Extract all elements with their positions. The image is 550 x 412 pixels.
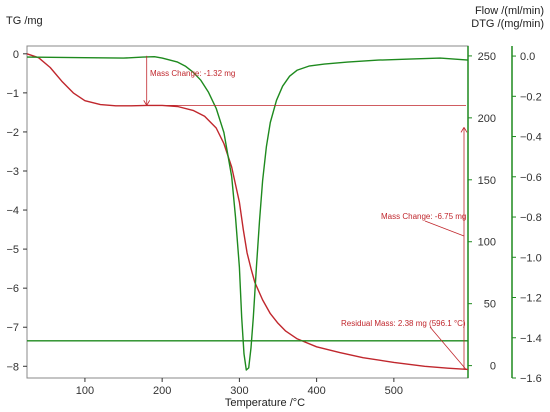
x-axis-ticks: 100 200 300 400 500 xyxy=(76,378,403,397)
flow-tick-label: 50 xyxy=(484,299,496,311)
tg-tick-label: −2 xyxy=(6,127,19,139)
tg-tick-label: 0 xyxy=(13,49,19,61)
x-tick-label: 300 xyxy=(230,385,248,397)
annotation-mass-change-2: Mass Change: -6.75 mg xyxy=(381,212,466,221)
annotation-mass-change-1: Mass Change: -1.32 mg xyxy=(150,69,235,78)
tg-tick-label: −8 xyxy=(6,361,19,373)
tg-axis-ticks: 0 −1 −2 −3 −4 −5 −6 −7 −8 xyxy=(6,49,27,373)
tg-tick-label: −4 xyxy=(6,205,19,217)
plot-frame xyxy=(26,45,513,379)
x-tick-label: 100 xyxy=(76,385,94,397)
residual-leader xyxy=(429,326,467,370)
mass-change-2-arrowhead xyxy=(463,127,468,133)
dtg-tick-label: −0.8 xyxy=(520,212,542,224)
tg-tick-label: −5 xyxy=(6,244,19,256)
series-tg-line xyxy=(26,53,469,371)
dtg-axis-title: DTG /(mg/min) xyxy=(471,18,544,30)
tg-tick-label: −7 xyxy=(6,322,19,334)
dtg-tick-label: −1.0 xyxy=(520,252,542,264)
dtg-tick-label: −1.2 xyxy=(520,293,542,305)
flow-axis-ticks: 0 50 100 150 200 250 xyxy=(468,51,496,373)
flow-axis-title: Flow /(ml/min) xyxy=(475,5,544,17)
mass-change-1-arrowhead xyxy=(146,100,151,106)
dtg-axis-ticks: 0.0 −0.2 −0.4 −0.6 −0.8 −1.0 −1.2 −1.4 −1.6 xyxy=(512,51,542,385)
tg-tick-label: −3 xyxy=(6,166,19,178)
flow-tick-label: 100 xyxy=(478,237,496,249)
series-dtg-line xyxy=(26,56,469,371)
mass-change-1-arrowhead xyxy=(143,100,148,106)
dtg-tick-label: −0.4 xyxy=(520,132,542,144)
mass-change-2-leader xyxy=(424,220,465,237)
x-tick-label: 200 xyxy=(153,385,171,397)
dtg-tick-label: −1.6 xyxy=(520,373,542,385)
x-axis-title: Temperature /°C xyxy=(225,397,305,409)
dtg-tick-label: 0.0 xyxy=(520,51,535,63)
mass-change-2-arrowhead xyxy=(460,127,465,133)
dtg-tick-label: −0.2 xyxy=(520,91,542,103)
tg-tick-label: −1 xyxy=(6,88,19,100)
dtg-tick-label: −0.6 xyxy=(520,172,542,184)
dtg-tick-label: −1.4 xyxy=(520,333,542,345)
flow-tick-label: 0 xyxy=(490,361,496,373)
flow-tick-label: 150 xyxy=(478,175,496,187)
annotation-residual-mass: Residual Mass: 2.38 mg (596.1 °C) xyxy=(341,319,466,328)
x-tick-label: 400 xyxy=(307,385,325,397)
series-layer xyxy=(26,53,469,371)
tg-tick-label: −6 xyxy=(6,283,19,295)
flow-tick-label: 200 xyxy=(478,113,496,125)
x-tick-label: 500 xyxy=(385,385,403,397)
flow-tick-label: 250 xyxy=(478,51,496,63)
annotation-layer xyxy=(143,55,468,370)
tg-axis-title: TG /mg xyxy=(6,15,43,27)
